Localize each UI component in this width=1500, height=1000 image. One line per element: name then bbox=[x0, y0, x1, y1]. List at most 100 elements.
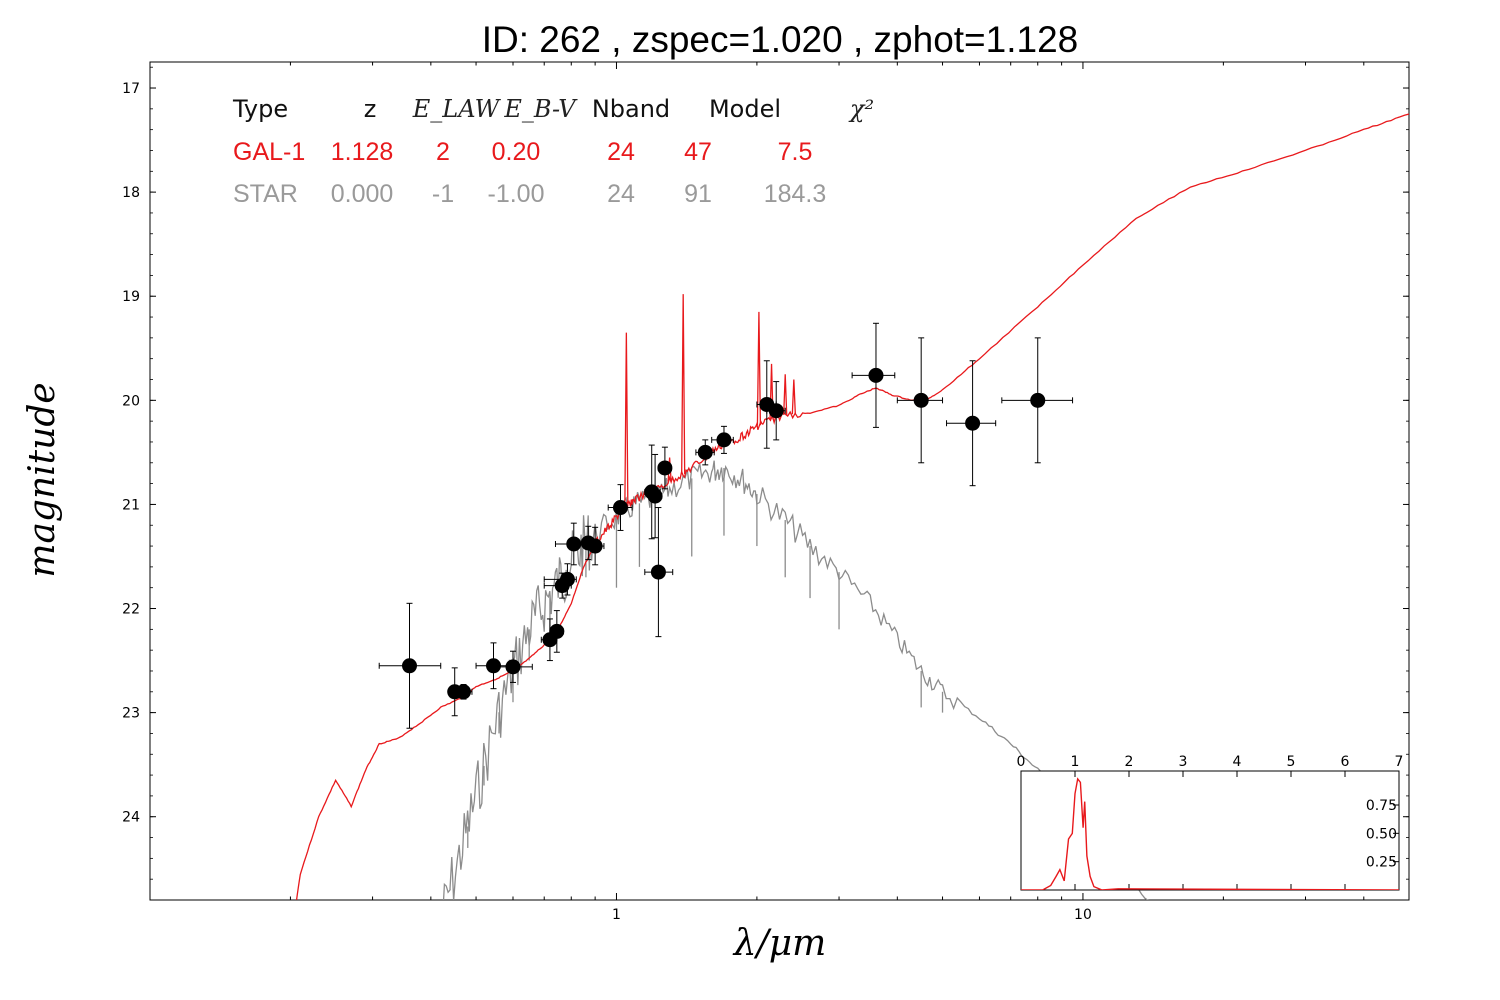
data-point bbox=[647, 488, 663, 504]
galaxy-template-layer bbox=[295, 113, 1409, 900]
data-point bbox=[913, 392, 929, 408]
star-template-layer bbox=[442, 460, 1149, 900]
galaxy-emission-line bbox=[681, 294, 686, 475]
table-header-nband: Nband bbox=[592, 95, 670, 123]
table-header-model: Model bbox=[709, 95, 781, 123]
x-tick-label: 1 bbox=[612, 907, 621, 923]
data-point bbox=[965, 415, 981, 431]
inset-x-tick-label: 2 bbox=[1125, 754, 1134, 770]
table-cell-z: 1.128 bbox=[331, 138, 394, 166]
observed-point bbox=[851, 322, 896, 428]
table-cell-nband: 24 bbox=[607, 138, 635, 166]
observed-point bbox=[543, 563, 577, 596]
inset-frame bbox=[1020, 770, 1400, 891]
observed-point bbox=[1001, 337, 1074, 464]
data-point bbox=[650, 564, 666, 580]
x-axis: 1 10 bbox=[149, 62, 1410, 923]
observed-point bbox=[647, 453, 663, 539]
y-tick-label: 21 bbox=[122, 497, 140, 513]
table-header-type: Type bbox=[232, 95, 288, 123]
plot-frame bbox=[149, 61, 1410, 901]
data-point bbox=[549, 623, 565, 639]
table-header-z: z bbox=[364, 95, 377, 123]
observed-point bbox=[644, 507, 674, 638]
table-cell-type: GAL-1 bbox=[233, 138, 305, 166]
inset-x-tick-label: 3 bbox=[1179, 754, 1188, 770]
data-point bbox=[1030, 392, 1046, 408]
data-point bbox=[716, 432, 732, 448]
inset-x-tick-label: 6 bbox=[1341, 754, 1350, 770]
y-axis-label: magnitude bbox=[22, 382, 63, 577]
data-point bbox=[505, 659, 521, 675]
table-cell-model: 47 bbox=[684, 138, 712, 166]
data-point bbox=[657, 460, 673, 476]
data-point bbox=[402, 658, 418, 674]
redshift-pdf-inset: 0 1 2 3 4 5 6 7 0.25 0.50 0.75 bbox=[1017, 754, 1404, 891]
data-point bbox=[868, 367, 884, 383]
observed-point bbox=[549, 610, 565, 653]
y-tick-label: 19 bbox=[122, 289, 140, 305]
data-point bbox=[559, 571, 575, 587]
observed-point bbox=[896, 337, 944, 464]
star-template-curve bbox=[442, 460, 1149, 900]
y-tick-label: 17 bbox=[122, 81, 140, 97]
x-axis-label: λ/μm bbox=[732, 923, 826, 964]
table-cell-e_bv: -1.00 bbox=[488, 180, 545, 208]
galaxy-emission-line bbox=[624, 332, 629, 507]
inset-x-tick-label: 5 bbox=[1287, 754, 1296, 770]
observed-point bbox=[695, 439, 715, 466]
table-cell-e_law: 2 bbox=[436, 138, 450, 166]
plot-area bbox=[295, 113, 1409, 900]
y-tick-label: 22 bbox=[122, 602, 140, 618]
observed-point bbox=[711, 425, 734, 454]
table-cell-e_bv: 0.20 bbox=[492, 138, 541, 166]
observed-point bbox=[946, 360, 997, 487]
data-point bbox=[697, 444, 713, 460]
table-cell-chi2: 184.3 bbox=[764, 180, 827, 208]
galaxy-emission-line bbox=[783, 374, 788, 415]
inset-pdf-curve bbox=[1021, 777, 1399, 890]
table-cell-nband: 24 bbox=[607, 180, 635, 208]
data-point bbox=[587, 538, 603, 554]
inset-axes: 0 1 2 3 4 5 6 7 0.25 0.50 0.75 bbox=[1017, 754, 1404, 890]
observed-point bbox=[378, 602, 442, 729]
observed-point bbox=[766, 381, 786, 441]
table-header-ebv: E_B-V bbox=[503, 95, 578, 123]
fit-table: Type z E_LAW E_B-V Nband Model χ² GAL-1 1… bbox=[232, 95, 874, 208]
observed-points-layer bbox=[378, 322, 1074, 729]
y-tick-label: 18 bbox=[122, 185, 140, 201]
observed-point bbox=[456, 684, 473, 700]
inset-x-tick-label: 7 bbox=[1395, 754, 1404, 770]
chart-title: ID: 262 , zspec=1.020 , zphot=1.128 bbox=[482, 19, 1079, 60]
y-tick-label: 23 bbox=[122, 706, 140, 722]
inset-y-tick-label: 0.75 bbox=[1366, 798, 1397, 814]
observed-point bbox=[587, 526, 605, 566]
table-cell-model: 91 bbox=[684, 180, 712, 208]
table-header-elaw: E_LAW bbox=[412, 95, 502, 123]
y-tick-label: 24 bbox=[122, 810, 140, 826]
data-point bbox=[768, 403, 784, 419]
data-point bbox=[486, 658, 502, 674]
y-tick-label: 20 bbox=[122, 393, 140, 409]
observed-point bbox=[657, 446, 673, 490]
inset-y-tick-label: 0.25 bbox=[1366, 855, 1397, 871]
observed-point bbox=[494, 650, 533, 683]
inset-x-tick-label: 4 bbox=[1233, 754, 1242, 770]
table-cell-chi2: 7.5 bbox=[778, 138, 813, 166]
inset-x-tick-label: 0 bbox=[1017, 754, 1026, 770]
data-point bbox=[456, 684, 472, 700]
table-rows: GAL-1 1.128 2 0.20 24 47 7.5 STAR 0.000 -1 -1.00 24… bbox=[233, 138, 826, 208]
table-cell-e_law: -1 bbox=[432, 180, 454, 208]
data-point bbox=[612, 500, 628, 516]
x-tick-label: 10 bbox=[1074, 907, 1092, 923]
table-cell-type: STAR bbox=[233, 180, 298, 208]
table-cell-z: 0.000 bbox=[331, 180, 394, 208]
table-header-chi2: χ² bbox=[848, 95, 874, 123]
galaxy-emission-line bbox=[791, 379, 796, 415]
galaxy-template-curve bbox=[295, 113, 1409, 900]
data-point bbox=[566, 536, 582, 552]
galaxy-emission-line bbox=[756, 311, 762, 426]
observed-point bbox=[607, 484, 633, 531]
